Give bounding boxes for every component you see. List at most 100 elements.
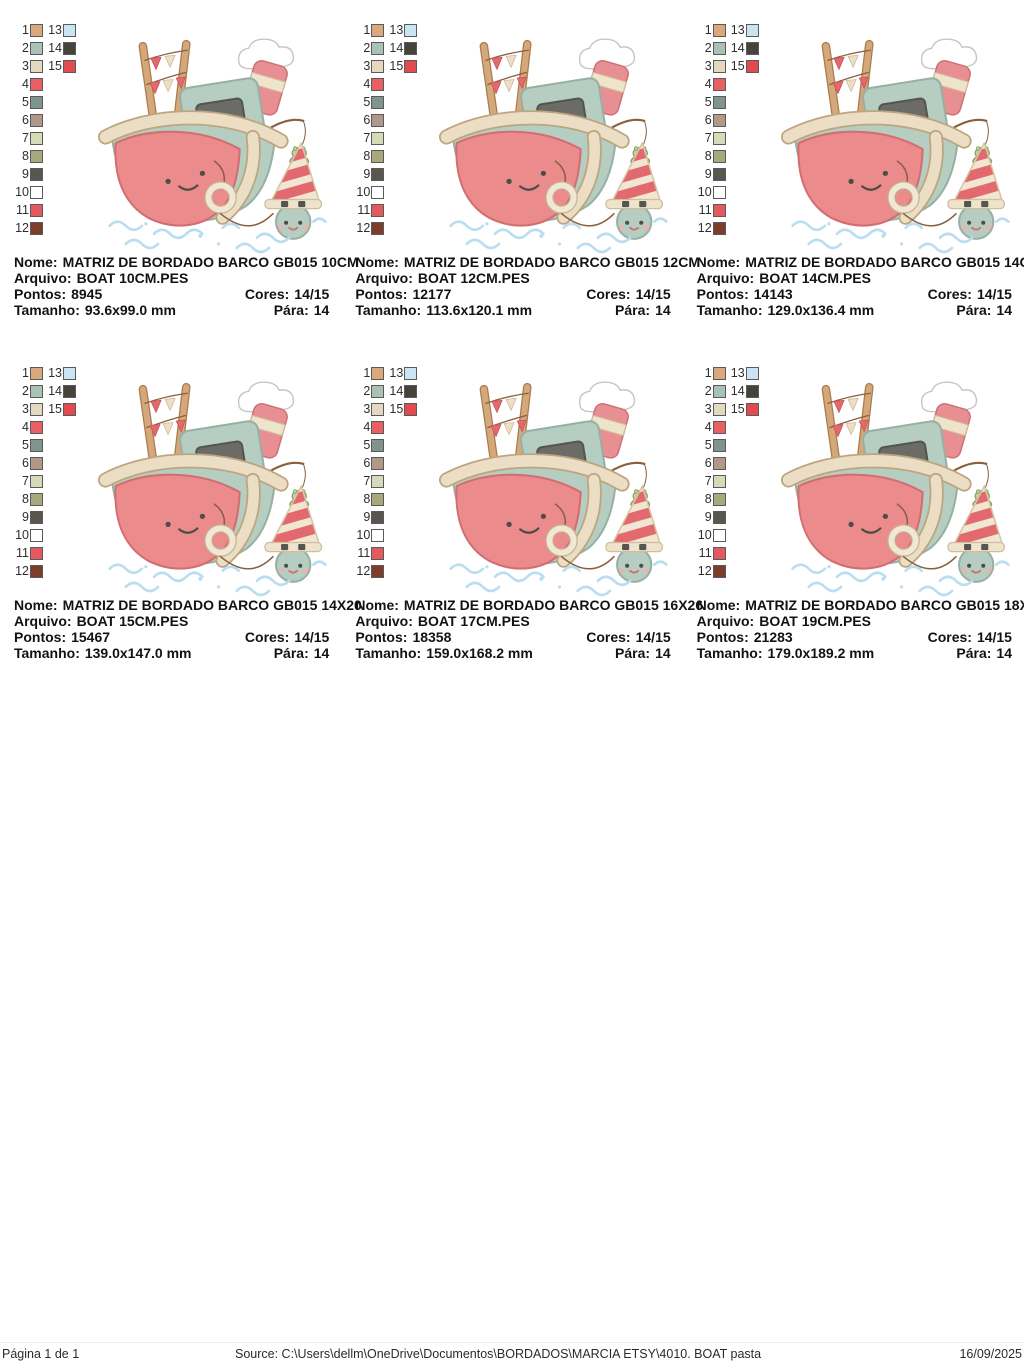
thread-number: 9: [363, 510, 371, 524]
palette-entry: 12: [355, 222, 385, 235]
para-label: Pára:: [273, 645, 309, 661]
color-swatch: [371, 42, 385, 55]
cores-label: Cores:: [927, 286, 972, 302]
thread-number: 11: [16, 546, 29, 560]
color-swatch: [745, 60, 759, 73]
palette-column-2: 13 14 15: [388, 367, 418, 416]
thread-number: 4: [704, 77, 712, 91]
palette-entry: 1: [697, 24, 726, 37]
thread-number: 2: [704, 384, 712, 398]
palette-entry: 9: [355, 510, 385, 524]
palette-entry: 5: [14, 439, 43, 452]
tamanho-label: Tamanho:: [355, 302, 422, 318]
thread-number: 15: [730, 402, 745, 416]
thread-number: 2: [704, 41, 712, 55]
color-swatch: [30, 421, 43, 434]
palette-entry: 10: [355, 186, 385, 199]
palette-entry: 4: [697, 421, 726, 434]
thread-number: 1: [22, 23, 29, 37]
design-name: MATRIZ DE BORDADO BARCO GB015 14X20: [62, 597, 362, 613]
color-swatch: [712, 547, 726, 560]
palette-entry: 2: [14, 42, 43, 55]
thread-number: 7: [704, 474, 712, 488]
color-swatch: [404, 42, 418, 55]
pontos-group: Pontos: 14143: [697, 286, 793, 302]
tamanho-para-line: Tamanho: 129.0x136.4 mm Pára: 14: [697, 302, 1012, 318]
palette-entry: 4: [355, 78, 385, 91]
thread-number: 8: [22, 492, 29, 506]
thread-number: 15: [389, 402, 404, 416]
color-swatch: [30, 511, 43, 524]
thread-number: 1: [363, 366, 371, 380]
thread-number: 5: [704, 95, 712, 109]
file-name: BOAT 12CM.PES: [417, 270, 530, 286]
tamanho-label: Tamanho:: [696, 302, 763, 318]
palette-entry: 6: [355, 114, 385, 127]
design-panel: 1 2 3: [0, 363, 362, 706]
design-info: Nome: MATRIZ DE BORDADO BARCO GB015 14CM …: [683, 254, 1024, 318]
thread-number: 2: [363, 384, 371, 398]
para-group: Pára: 14: [956, 302, 1012, 318]
palette-entry: 3: [355, 403, 385, 416]
color-swatch: [30, 60, 43, 73]
color-swatch: [371, 222, 385, 235]
boat-embroidery-preview: [94, 363, 334, 597]
palette-entry: 8: [14, 493, 43, 506]
palette-column-1: 1 2 3: [14, 24, 43, 235]
palette-entry: 1: [14, 24, 43, 37]
thread-number: 3: [22, 59, 29, 73]
color-swatch: [371, 367, 385, 380]
file-name: BOAT 15CM.PES: [76, 613, 189, 629]
palette-entry: 8: [355, 150, 385, 163]
page-number: Página 1 de 1: [2, 1347, 80, 1361]
color-swatch: [371, 421, 385, 434]
palette-entry: 11: [697, 204, 726, 217]
palette-entry: 10: [355, 529, 385, 542]
thread-number: 5: [363, 438, 371, 452]
color-swatch: [404, 385, 418, 398]
tamanho-para-line: Tamanho: 179.0x189.2 mm Pára: 14: [697, 645, 1012, 661]
thread-number: 12: [697, 564, 712, 578]
thread-number: 11: [357, 546, 371, 560]
thread-number: 10: [15, 185, 29, 199]
cores-group: Cores: 14/15: [245, 629, 329, 645]
color-swatch: [712, 403, 726, 416]
color-swatch: [371, 547, 385, 560]
color-swatch: [371, 511, 385, 524]
palette-column-2: 13 14 15: [730, 367, 759, 416]
thread-number: 2: [22, 41, 29, 55]
nome-line: Nome: MATRIZ DE BORDADO BARCO GB015 14CM: [697, 254, 1024, 270]
stitch-count: 12177: [412, 286, 452, 302]
color-swatch: [712, 114, 726, 127]
color-swatch: [712, 493, 726, 506]
palette-entry: 10: [14, 186, 43, 199]
color-count: 14/15: [635, 629, 671, 645]
thread-number: 12: [356, 564, 371, 578]
cores-group: Cores: 14/15: [586, 286, 670, 302]
color-swatch: [371, 403, 385, 416]
color-count: 14/15: [976, 286, 1012, 302]
palette-entry: 10: [697, 186, 726, 199]
thread-number: 14: [389, 41, 404, 55]
palette-entry: 15: [388, 402, 418, 416]
nome-line: Nome: MATRIZ DE BORDADO BARCO GB015 16X26: [355, 597, 703, 613]
thread-number: 9: [22, 510, 29, 524]
color-swatch: [30, 186, 43, 199]
thread-number: 10: [15, 528, 29, 542]
stops-value: 14: [313, 302, 330, 318]
thread-number: 13: [48, 366, 62, 380]
thread-number: 2: [22, 384, 29, 398]
thread-number: 10: [697, 528, 712, 542]
stitch-count: 21283: [753, 629, 793, 645]
palette-entry: 6: [355, 457, 385, 470]
design-panel: 1 2 3: [683, 20, 1024, 363]
color-swatch: [63, 42, 76, 55]
color-swatch: [745, 367, 759, 380]
color-swatch: [371, 204, 385, 217]
palette-column-1: 1 2 3: [697, 24, 726, 235]
cores-group: Cores: 14/15: [586, 629, 670, 645]
arquivo-label: Arquivo:: [696, 270, 755, 286]
palette-entry: 5: [14, 96, 43, 109]
palette-entry: 14: [388, 41, 418, 55]
boat-embroidery-preview: [777, 363, 1017, 597]
